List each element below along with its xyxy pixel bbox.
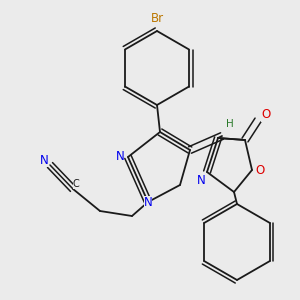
Text: O: O — [255, 164, 265, 176]
Text: N: N — [40, 154, 48, 166]
Text: N: N — [144, 196, 152, 208]
Text: C: C — [73, 179, 80, 189]
Text: Br: Br — [150, 13, 164, 26]
Text: H: H — [226, 119, 234, 129]
Text: O: O — [261, 109, 271, 122]
Text: N: N — [116, 151, 124, 164]
Text: N: N — [196, 173, 206, 187]
